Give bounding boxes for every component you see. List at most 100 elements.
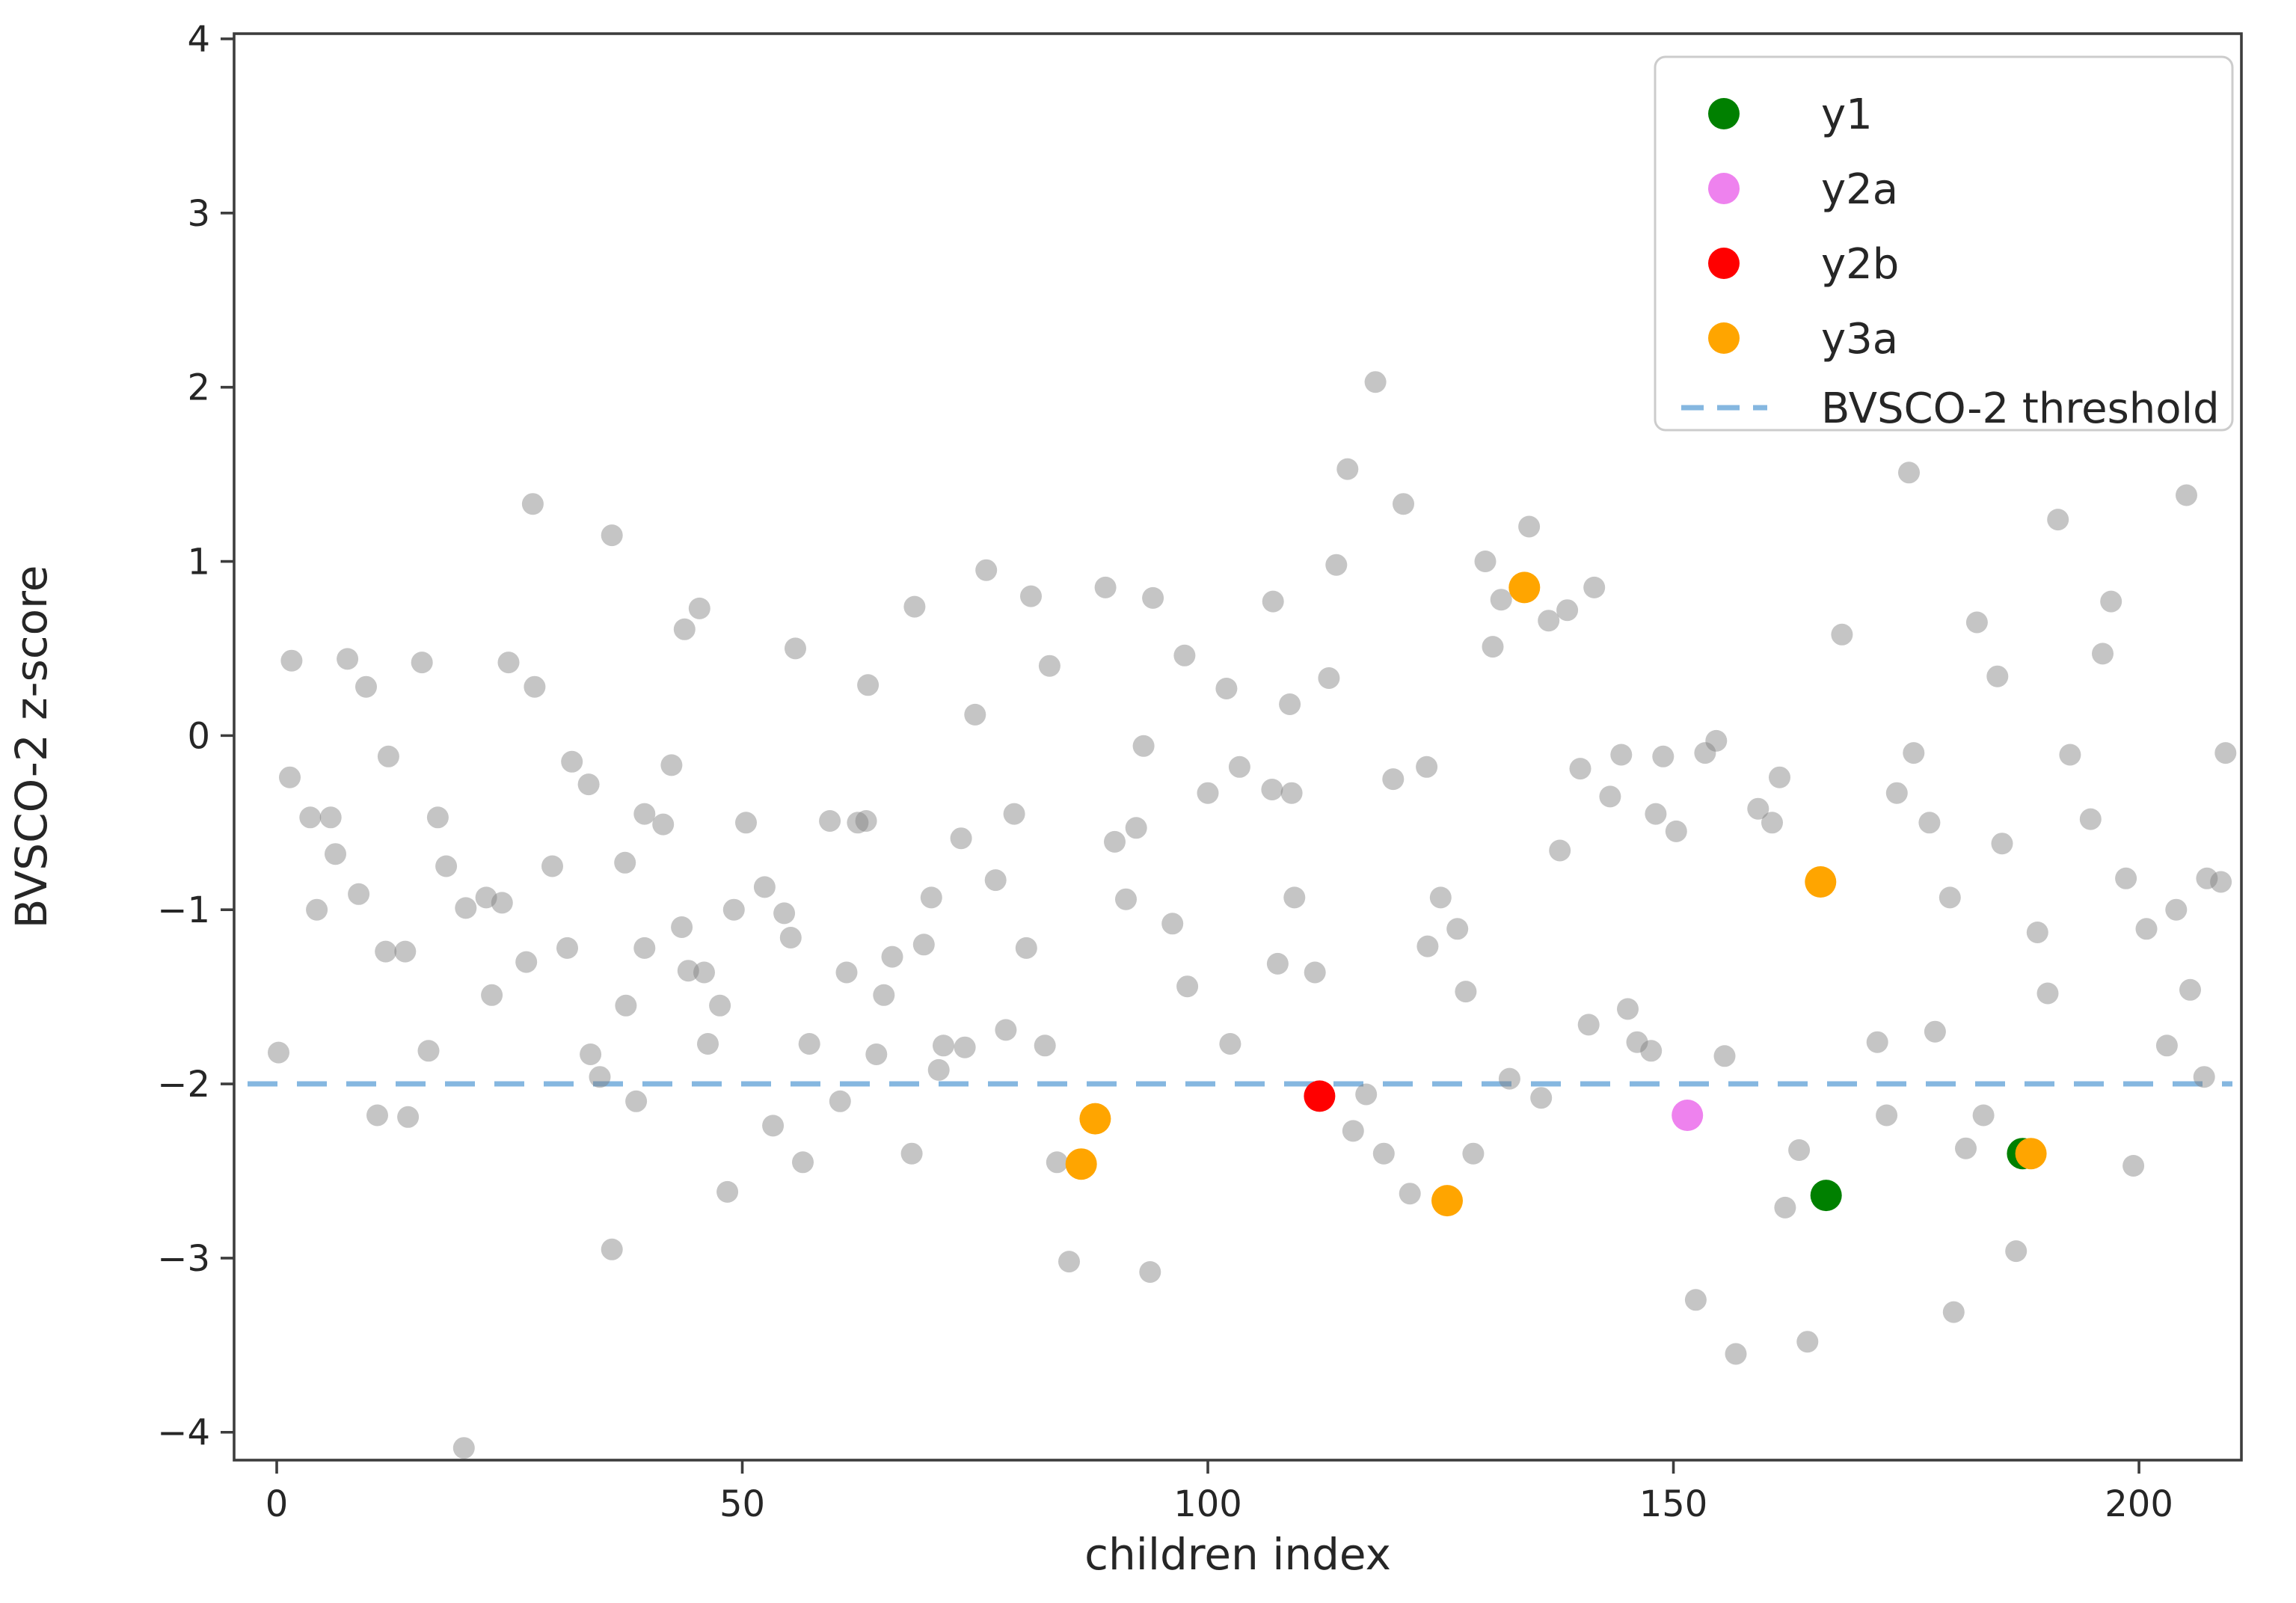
- data-point-children: [1866, 1031, 1888, 1053]
- data-point-children: [1215, 678, 1238, 699]
- legend-item-y2b: y2b: [1708, 240, 1899, 289]
- data-point-children: [306, 898, 328, 921]
- data-point-children: [1769, 766, 1790, 788]
- data-point-y3a: [1508, 571, 1541, 604]
- data-point-children: [912, 934, 935, 956]
- data-point-children: [1796, 1331, 1819, 1353]
- data-point-children: [1924, 1020, 1946, 1043]
- data-point-children: [491, 892, 513, 914]
- data-point-children: [411, 652, 433, 674]
- data-point-children: [2165, 898, 2188, 921]
- data-point-children: [299, 806, 322, 829]
- data-point-children: [394, 940, 417, 963]
- data-point-children: [397, 1106, 420, 1128]
- data-point-children: [1549, 839, 1571, 862]
- data-point-children: [1173, 644, 1196, 666]
- x-tick-label: 200: [2105, 1483, 2173, 1525]
- data-point-children: [1640, 1040, 1663, 1062]
- series-y2b: [1304, 1080, 1336, 1112]
- data-point-children: [927, 1058, 950, 1081]
- data-point-children: [881, 945, 903, 968]
- data-point-children: [1342, 1120, 1364, 1142]
- data-point-children: [1788, 1139, 1811, 1161]
- x-tick-label: 0: [265, 1483, 289, 1525]
- data-point-children: [1694, 742, 1716, 764]
- data-point-children: [1898, 462, 1920, 484]
- data-point-children: [625, 1090, 648, 1112]
- data-point-children: [1774, 1196, 1796, 1219]
- data-point-children: [377, 745, 399, 767]
- data-point-children: [933, 1035, 954, 1057]
- data-point-children: [375, 940, 397, 963]
- data-point-children: [2079, 808, 2102, 830]
- data-point-children: [2092, 643, 2114, 665]
- data-point-children: [2026, 922, 2048, 943]
- data-point-children: [865, 1043, 888, 1065]
- data-point-children: [1583, 576, 1606, 598]
- data-point-children: [2193, 1066, 2215, 1088]
- data-point-children: [1142, 586, 1164, 609]
- data-point-children: [279, 766, 301, 788]
- data-point-children: [792, 1151, 814, 1174]
- data-point-children: [577, 773, 600, 796]
- legend-label: y2a: [1821, 165, 1898, 214]
- data-point-children: [481, 984, 503, 1006]
- data-point-y3a: [1431, 1185, 1463, 1217]
- data-point-children: [2059, 744, 2081, 766]
- data-point-children: [975, 559, 998, 581]
- data-point-children: [426, 806, 449, 829]
- y-tick-label: 0: [187, 715, 210, 757]
- legend-marker-y2a-icon: [1708, 173, 1740, 204]
- data-point-y3a: [1065, 1148, 1097, 1180]
- data-point-children: [2115, 867, 2137, 889]
- series-layer: [268, 371, 2237, 1459]
- data-point-children: [1372, 1142, 1395, 1165]
- legend-item-y1: y1: [1708, 91, 1873, 139]
- data-point-children: [1713, 1045, 1736, 1067]
- data-point-children: [2176, 484, 2197, 506]
- data-point-children: [688, 597, 710, 619]
- data-point-children: [1266, 952, 1289, 975]
- data-point-children: [475, 886, 497, 909]
- data-point-children: [348, 883, 370, 905]
- data-point-children: [900, 1142, 923, 1165]
- data-point-children: [1652, 745, 1675, 767]
- data-point-children: [697, 1033, 719, 1055]
- data-point-children: [1094, 576, 1117, 598]
- data-point-children: [1446, 918, 1469, 940]
- data-point-children: [2135, 918, 2158, 940]
- data-point-children: [785, 637, 806, 660]
- data-point-children: [1197, 782, 1219, 804]
- data-point-children: [1304, 961, 1326, 984]
- data-point-children: [762, 1115, 785, 1137]
- legend-label: y1: [1821, 91, 1873, 139]
- data-point-children: [753, 876, 776, 898]
- data-point-children: [1058, 1251, 1080, 1273]
- data-point-children: [1416, 755, 1438, 778]
- legend-label: y3a: [1821, 315, 1898, 364]
- data-point-children: [1219, 1033, 1241, 1055]
- data-point-children: [2196, 867, 2218, 889]
- data-point-children: [1599, 785, 1621, 808]
- data-point-children: [1176, 975, 1199, 998]
- data-point-children: [1538, 610, 1560, 632]
- data-point-children: [773, 902, 796, 925]
- data-point-children: [1382, 768, 1405, 791]
- legend-marker-y1-icon: [1708, 98, 1740, 129]
- data-point-children: [709, 994, 731, 1017]
- data-point-children: [1429, 886, 1452, 909]
- data-point-children: [873, 984, 895, 1006]
- data-point-children: [1610, 744, 1633, 766]
- data-point-children: [1918, 812, 1941, 834]
- data-point-children: [337, 648, 359, 670]
- data-point-children: [857, 674, 880, 696]
- data-point-children: [835, 961, 858, 984]
- data-point-children: [819, 810, 841, 832]
- data-point-children: [1972, 1104, 1995, 1127]
- series-children: [268, 371, 2237, 1459]
- data-point-children: [1462, 1142, 1485, 1165]
- data-point-children: [1569, 758, 1591, 780]
- data-point-children: [995, 1019, 1017, 1041]
- legend-item-threshold: BVSCO-2 threshold: [1681, 384, 2220, 433]
- data-point-children: [1393, 493, 1414, 515]
